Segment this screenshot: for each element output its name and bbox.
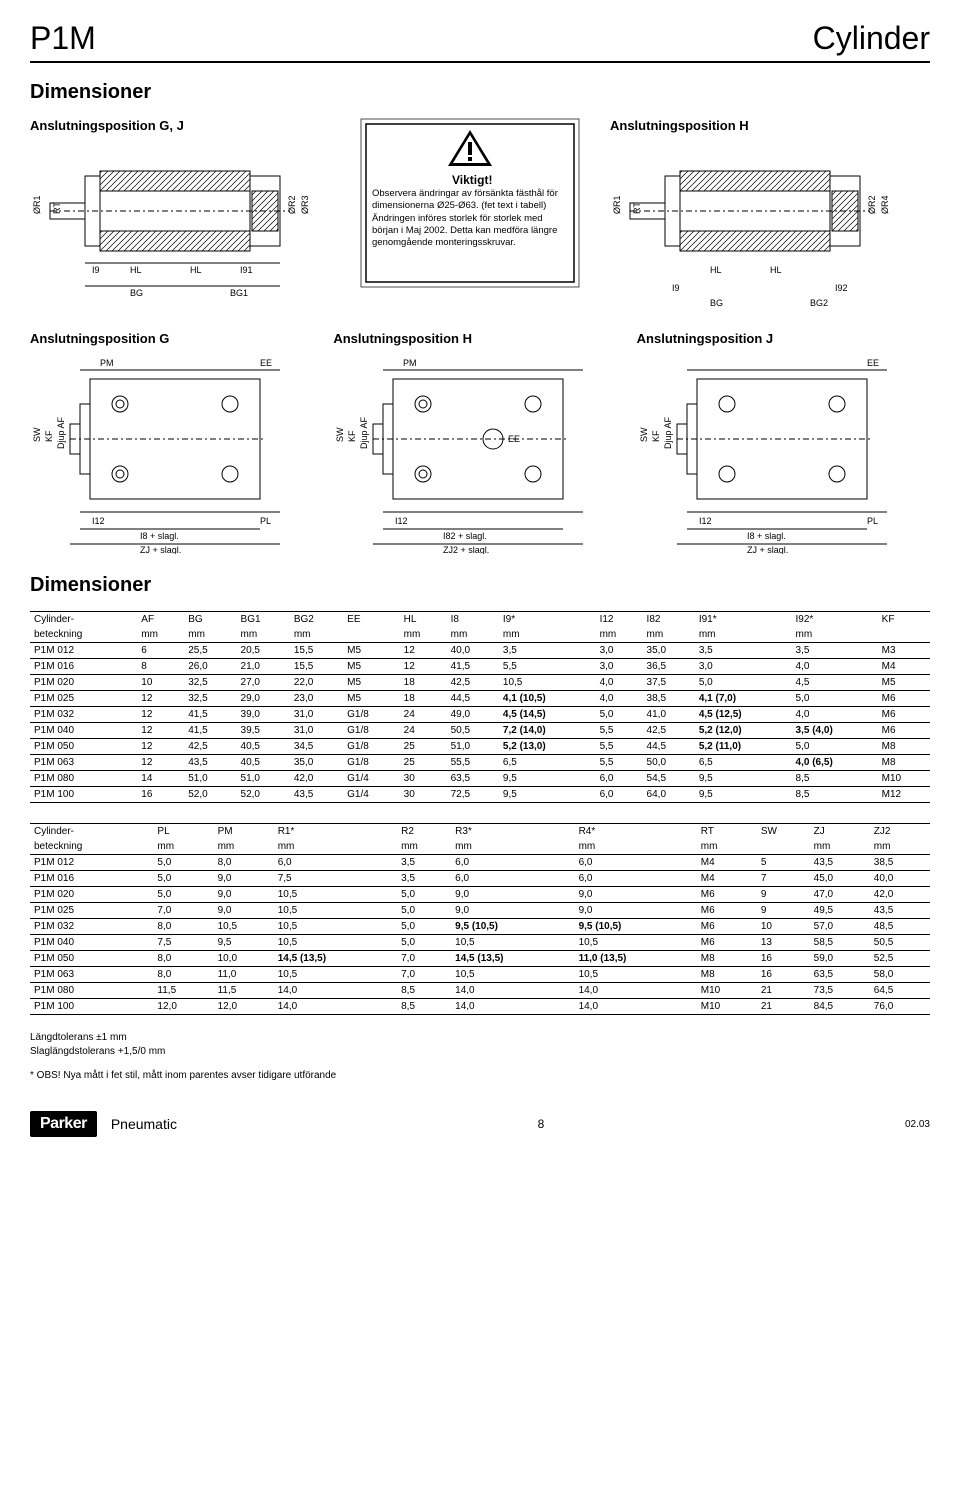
warning-panel: Viktigt! Observera ändringar av försänkt… [360, 118, 580, 288]
svg-text:BG: BG [130, 288, 143, 298]
svg-text:HL: HL [130, 265, 142, 275]
dimensions-table-1: Cylinder-AFBGBG1BG2EEHLI8I9*I12I82I91*I9… [30, 611, 930, 803]
svg-text:ØR4: ØR4 [880, 195, 890, 214]
table-row: P1M 08011,511,514,08,514,014,0M102173,56… [30, 983, 930, 999]
svg-text:KF: KF [347, 430, 357, 442]
table-row: P1M 10012,012,014,08,514,014,0M102184,57… [30, 999, 930, 1015]
svg-text:I12: I12 [699, 516, 712, 526]
svg-text:EE: EE [867, 358, 879, 368]
table-row: P1M 0125,08,06,03,56,06,0M4543,538,5 [30, 855, 930, 871]
header-right: Cylinder [813, 20, 930, 57]
mid-title-j: Anslutningsposition J [637, 331, 774, 346]
svg-text:SW: SW [335, 427, 345, 442]
mid-title-h: Anslutningsposition H [333, 331, 472, 346]
table-row: P1M 0328,010,510,55,09,5 (10,5)9,5 (10,5… [30, 919, 930, 935]
svg-text:ZJ + slagl.: ZJ + slagl. [747, 545, 788, 554]
table-row: P1M 0321241,539,031,0G1/82449,04,5 (14,5… [30, 707, 930, 723]
svg-text:PM: PM [403, 358, 417, 368]
svg-text:I8 + slagl.: I8 + slagl. [747, 531, 786, 541]
diagram-side-h: PM EE SW KF Djup AF I12 I82 + slagl. ZJ2… [333, 354, 623, 554]
table-row: P1M 016826,021,015,5M51241,55,53,036,53,… [30, 659, 930, 675]
section-title: Dimensioner [30, 81, 930, 104]
svg-text:ZJ + slagl.: ZJ + slagl. [140, 545, 181, 554]
svg-text:ØR2: ØR2 [287, 195, 297, 214]
svg-text:ZJ2 + slagl.: ZJ2 + slagl. [443, 545, 489, 554]
section-title-2: Dimensioner [30, 574, 930, 597]
table-row: P1M 0401241,539,531,0G1/82450,57,2 (14,0… [30, 723, 930, 739]
svg-text:PL: PL [867, 516, 878, 526]
svg-text:BG1: BG1 [230, 288, 248, 298]
svg-text:KF: KF [651, 430, 661, 442]
svg-text:I91: I91 [240, 265, 253, 275]
dimensions-table-2: Cylinder-PLPMR1*R2R3*R4*RTSWZJZJ2 beteck… [30, 823, 930, 1015]
table-row: P1M 0165,09,07,53,56,06,0M4745,040,0 [30, 871, 930, 887]
diagram-side-g: PM EE SW KF Djup AF I12 PL I8 + slagl. [30, 354, 320, 554]
parker-logo: Parker [30, 1111, 97, 1137]
svg-text:I9: I9 [672, 283, 680, 293]
header-rule [30, 61, 930, 63]
table-row: P1M 0631243,540,535,0G1/82555,56,55,550,… [30, 755, 930, 771]
table-row: P1M 0251232,529,023,0M51844,54,1 (10,5)4… [30, 691, 930, 707]
svg-text:SW: SW [639, 427, 649, 442]
diagram-side-j: EE SW KF Djup AF I12 PL I8 + slagl. ZJ +… [637, 354, 927, 554]
svg-text:I8 + slagl.: I8 + slagl. [140, 531, 179, 541]
svg-text:Djup AF: Djup AF [359, 416, 369, 449]
footer: Parker Pneumatic 8 02.03 [30, 1111, 930, 1137]
page-number: 8 [538, 1117, 545, 1131]
top-title-left: Anslutningsposition G, J [30, 118, 184, 133]
svg-text:ØR1: ØR1 [32, 195, 42, 214]
table-row: P1M 0201032,527,022,0M51842,510,54,037,5… [30, 675, 930, 691]
svg-text:HL: HL [190, 265, 202, 275]
table-row: P1M 012625,520,515,5M51240,03,53,035,03,… [30, 643, 930, 659]
svg-text:PM: PM [100, 358, 114, 368]
brand-sub: Pneumatic [111, 1116, 177, 1132]
svg-text:I12: I12 [92, 516, 105, 526]
table-row: P1M 0205,09,010,55,09,09,0M6947,042,0 [30, 887, 930, 903]
svg-text:KF: KF [44, 430, 54, 442]
svg-text:RT: RT [632, 202, 642, 214]
svg-text:Djup AF: Djup AF [56, 416, 66, 449]
svg-text:HL: HL [710, 265, 722, 275]
table-row: P1M 1001652,052,043,5G1/43072,59,56,064,… [30, 787, 930, 803]
footer-date: 02.03 [905, 1119, 930, 1130]
svg-text:HL: HL [770, 265, 782, 275]
table-row: P1M 0638,011,010,57,010,510,5M81663,558,… [30, 967, 930, 983]
svg-text:ØR2: ØR2 [867, 195, 877, 214]
svg-text:Viktigt!: Viktigt! [452, 173, 492, 187]
diagram-cylinder-gj: ØR1 RT ØR2 ØR3 I9 HL HL I91 BG BG1 [30, 141, 310, 311]
svg-text:I12: I12 [395, 516, 408, 526]
svg-text:EE: EE [260, 358, 272, 368]
svg-text:BG: BG [710, 298, 723, 308]
header-left: P1M [30, 20, 96, 57]
footnotes: Längdtolerans ±1 mm Slaglängdstolerans +… [30, 1031, 930, 1083]
svg-text:Djup AF: Djup AF [663, 416, 673, 449]
svg-text:RT: RT [52, 202, 62, 214]
svg-text:ØR3: ØR3 [300, 195, 310, 214]
table-row: P1M 0801451,051,042,0G1/43063,59,56,054,… [30, 771, 930, 787]
top-title-right: Anslutningsposition H [610, 118, 749, 133]
svg-text:I9: I9 [92, 265, 100, 275]
table-row: P1M 0407,59,510,55,010,510,5M61358,550,5 [30, 935, 930, 951]
table-row: P1M 0257,09,010,55,09,09,0M6949,543,5 [30, 903, 930, 919]
table-row: P1M 0508,010,014,5 (13,5)7,014,5 (13,5)1… [30, 951, 930, 967]
svg-text:I82 + slagl.: I82 + slagl. [443, 531, 487, 541]
svg-text:SW: SW [32, 427, 42, 442]
svg-text:PL: PL [260, 516, 271, 526]
table-row: P1M 0501242,540,534,5G1/82551,05,2 (13,0… [30, 739, 930, 755]
svg-text:I92: I92 [835, 283, 848, 293]
mid-title-g: Anslutningsposition G [30, 331, 169, 346]
diagram-cylinder-h: ØR1 RT ØR2 ØR4 HL HL I9 I92 BG BG2 [610, 141, 890, 311]
svg-text:BG2: BG2 [810, 298, 828, 308]
svg-text:ØR1: ØR1 [612, 195, 622, 214]
